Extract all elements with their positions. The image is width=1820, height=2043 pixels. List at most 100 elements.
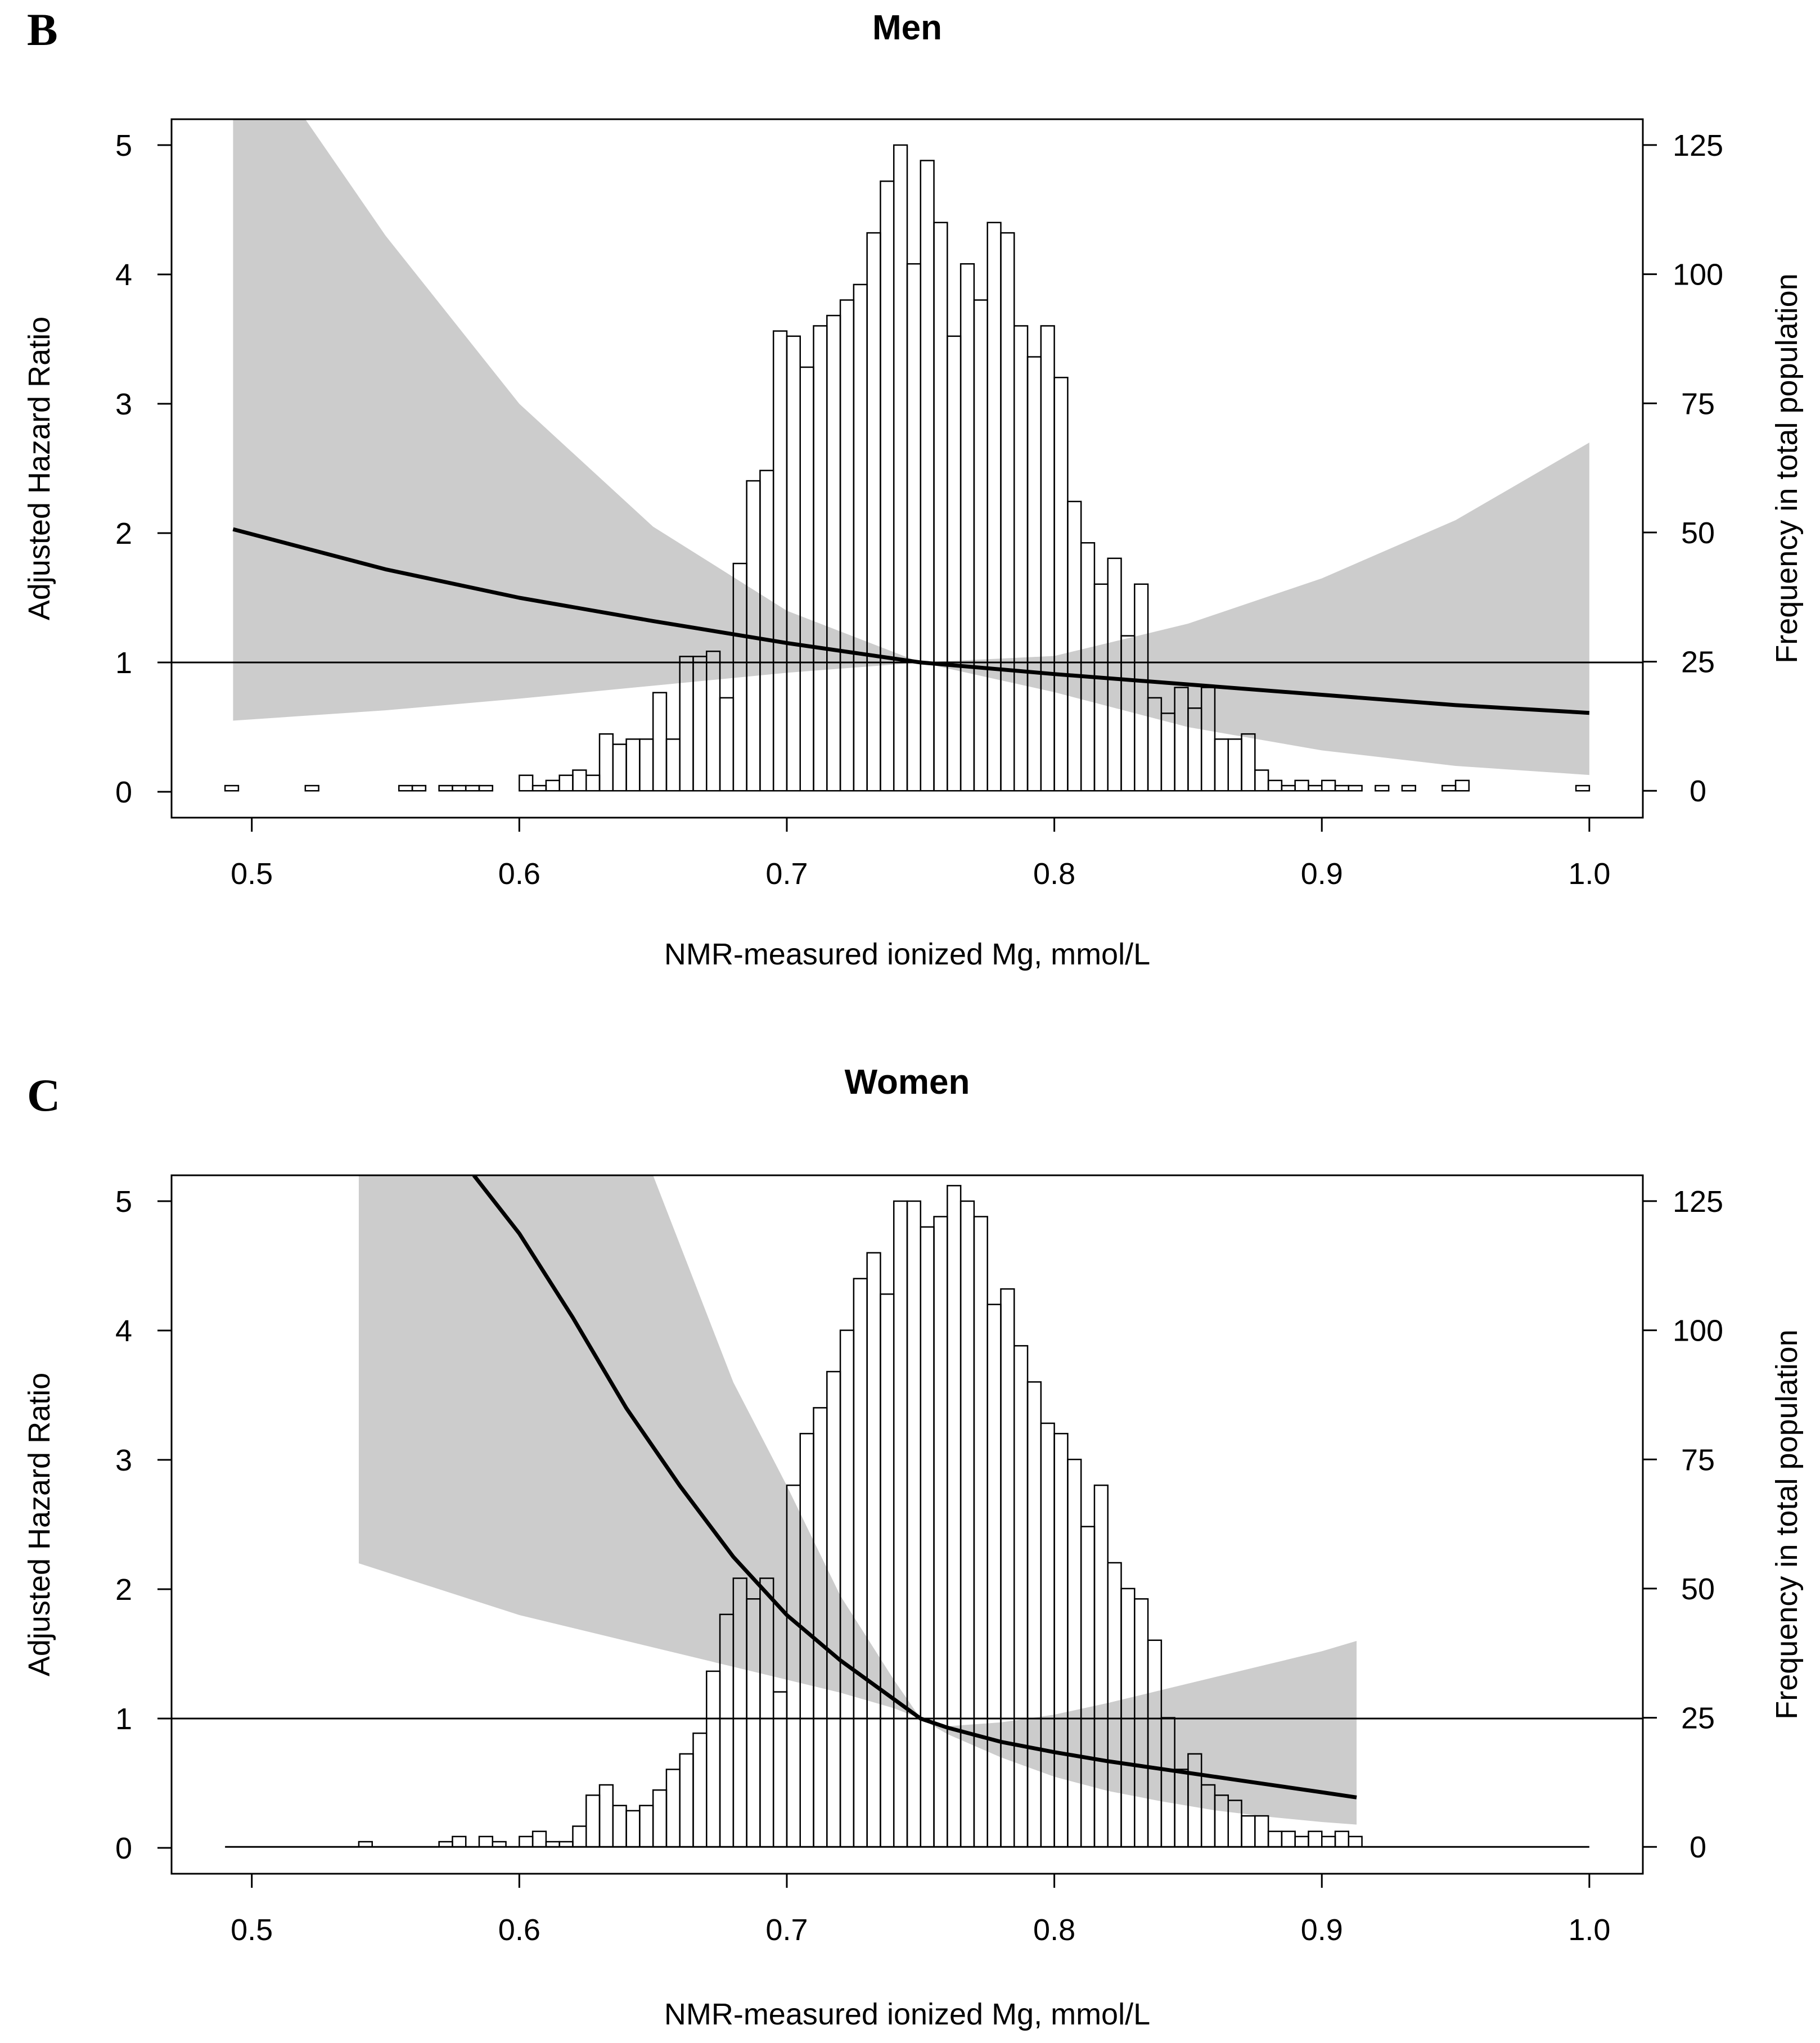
histogram-bar [452, 1835, 467, 1848]
histogram-bar [1026, 356, 1042, 792]
histogram-bar [973, 299, 988, 792]
y-tick-label: 3 [115, 387, 132, 421]
y-tick-label: 5 [115, 129, 132, 163]
histogram-bar [1241, 733, 1256, 792]
x-tick-label: 0.5 [231, 857, 273, 891]
hazard-ratio-curve [232, 527, 1590, 715]
y-axis-label-women: Adjusted Hazard Ratio [22, 1373, 56, 1676]
y-tick-label: 5 [115, 1185, 132, 1219]
y-tick-label: 2 [115, 1573, 132, 1607]
histogram-bar [652, 692, 668, 792]
histogram-bar [853, 283, 868, 792]
y2-tick-label: 25 [1681, 1702, 1715, 1735]
histogram-bar [1254, 769, 1269, 792]
histogram-bar [545, 779, 560, 792]
histogram-bar [1000, 1288, 1015, 1848]
histogram-bar [1267, 1830, 1283, 1848]
histogram-bar [839, 299, 855, 792]
histogram-bar [1348, 1835, 1363, 1848]
panel-letter-b: B [27, 4, 58, 55]
histogram-bar [906, 263, 922, 792]
histogram-bar [839, 1329, 855, 1848]
histogram-bar [572, 1825, 587, 1848]
plot-frame-men [170, 118, 1644, 819]
histogram-bar [866, 1252, 881, 1848]
histogram-bar [1241, 1815, 1256, 1848]
chart-title-men: Men [872, 8, 942, 47]
plot-area-women [172, 1175, 1643, 1848]
histogram-bar [1053, 377, 1069, 792]
histogram-bar [706, 1670, 721, 1848]
histogram-bar [959, 263, 975, 792]
histogram-bar [438, 784, 453, 792]
y2-tick-label: 50 [1681, 1572, 1715, 1606]
histogram-bar [1067, 1459, 1082, 1848]
histogram-bar [1294, 779, 1309, 792]
y2-axis-label-women: Frequency in total population [1770, 1329, 1804, 1719]
confidence-band [233, 119, 1589, 775]
histogram-bar [1334, 784, 1350, 792]
histogram-bar [973, 1216, 988, 1848]
histogram-bar [679, 1753, 694, 1848]
histogram-bar [465, 784, 480, 792]
y2-tick-label: 125 [1673, 129, 1723, 163]
histogram-bar [1294, 1835, 1309, 1848]
histogram-bar [1454, 779, 1470, 792]
panel-men: B Men 0.5 0.6 0.7 0.8 0.9 1.00123450255075100… [22, 4, 1804, 971]
x-tick-label: 0.6 [498, 1913, 540, 1947]
histogram-bar [1254, 1815, 1269, 1848]
x-tick-label: 1.0 [1568, 1913, 1610, 1947]
histogram-bar [1093, 1484, 1109, 1848]
plot-content [172, 119, 1643, 792]
histogram-bar [558, 774, 574, 792]
histogram-bar [411, 784, 427, 792]
y-tick-label: 3 [115, 1444, 132, 1477]
histogram-bar [665, 1769, 681, 1848]
histogram-bar [1281, 1830, 1296, 1848]
x-tick-label: 0.5 [231, 1913, 273, 1947]
histogram-bar [1160, 712, 1175, 792]
histogram-bar [1348, 784, 1363, 792]
histogram-bar [893, 144, 908, 792]
histogram-bar [358, 1841, 373, 1848]
hazard-ratio-curve [472, 1175, 1357, 1800]
histogram-bar [1321, 779, 1336, 792]
histogram-bar [612, 743, 627, 792]
y-tick-label: 1 [115, 646, 132, 680]
y2-tick-label: 50 [1681, 516, 1715, 550]
y2-tick-label: 75 [1681, 1443, 1715, 1477]
y2-tick-label: 0 [1690, 774, 1706, 808]
y-tick-label: 4 [115, 1314, 132, 1348]
y2-tick-label: 0 [1690, 1830, 1706, 1864]
histogram-bar [652, 1789, 668, 1848]
x-tick-label: 1.0 [1568, 857, 1610, 891]
histogram-bar [572, 769, 587, 792]
y2-tick-label: 125 [1673, 1185, 1723, 1219]
chart-title-women: Women [845, 1063, 970, 1102]
histogram-bar [585, 1794, 601, 1848]
histogram-bar [799, 366, 814, 792]
histogram-bar [519, 1835, 534, 1848]
histogram-bar [1134, 583, 1149, 792]
histogram-bar [853, 1278, 868, 1848]
histogram-bar [452, 784, 467, 792]
y2-tick-label: 100 [1673, 258, 1723, 292]
histogram-bar [1441, 784, 1457, 792]
histogram-bar [1000, 232, 1015, 792]
histogram-bar [1214, 738, 1229, 792]
plot-area-men [172, 119, 1643, 792]
panel-women: C Women 0.5 0.6 0.7 0.8 0.9 1.001234502550751… [22, 1063, 1804, 2031]
histogram-bar [224, 784, 240, 792]
histogram-bar [492, 1841, 507, 1848]
x-axis-label-women: NMR-measured ionized Mg, mmol/L [664, 1997, 1150, 2031]
histogram-bar [920, 1226, 935, 1848]
histogram-bar [933, 1216, 948, 1848]
x-tick-label: 0.7 [765, 1913, 808, 1947]
histogram-bar [1013, 1345, 1029, 1848]
histogram-bar [531, 784, 547, 792]
histogram-bar [772, 330, 788, 792]
histogram-bar [1375, 784, 1390, 792]
histogram-bar [598, 1784, 614, 1848]
